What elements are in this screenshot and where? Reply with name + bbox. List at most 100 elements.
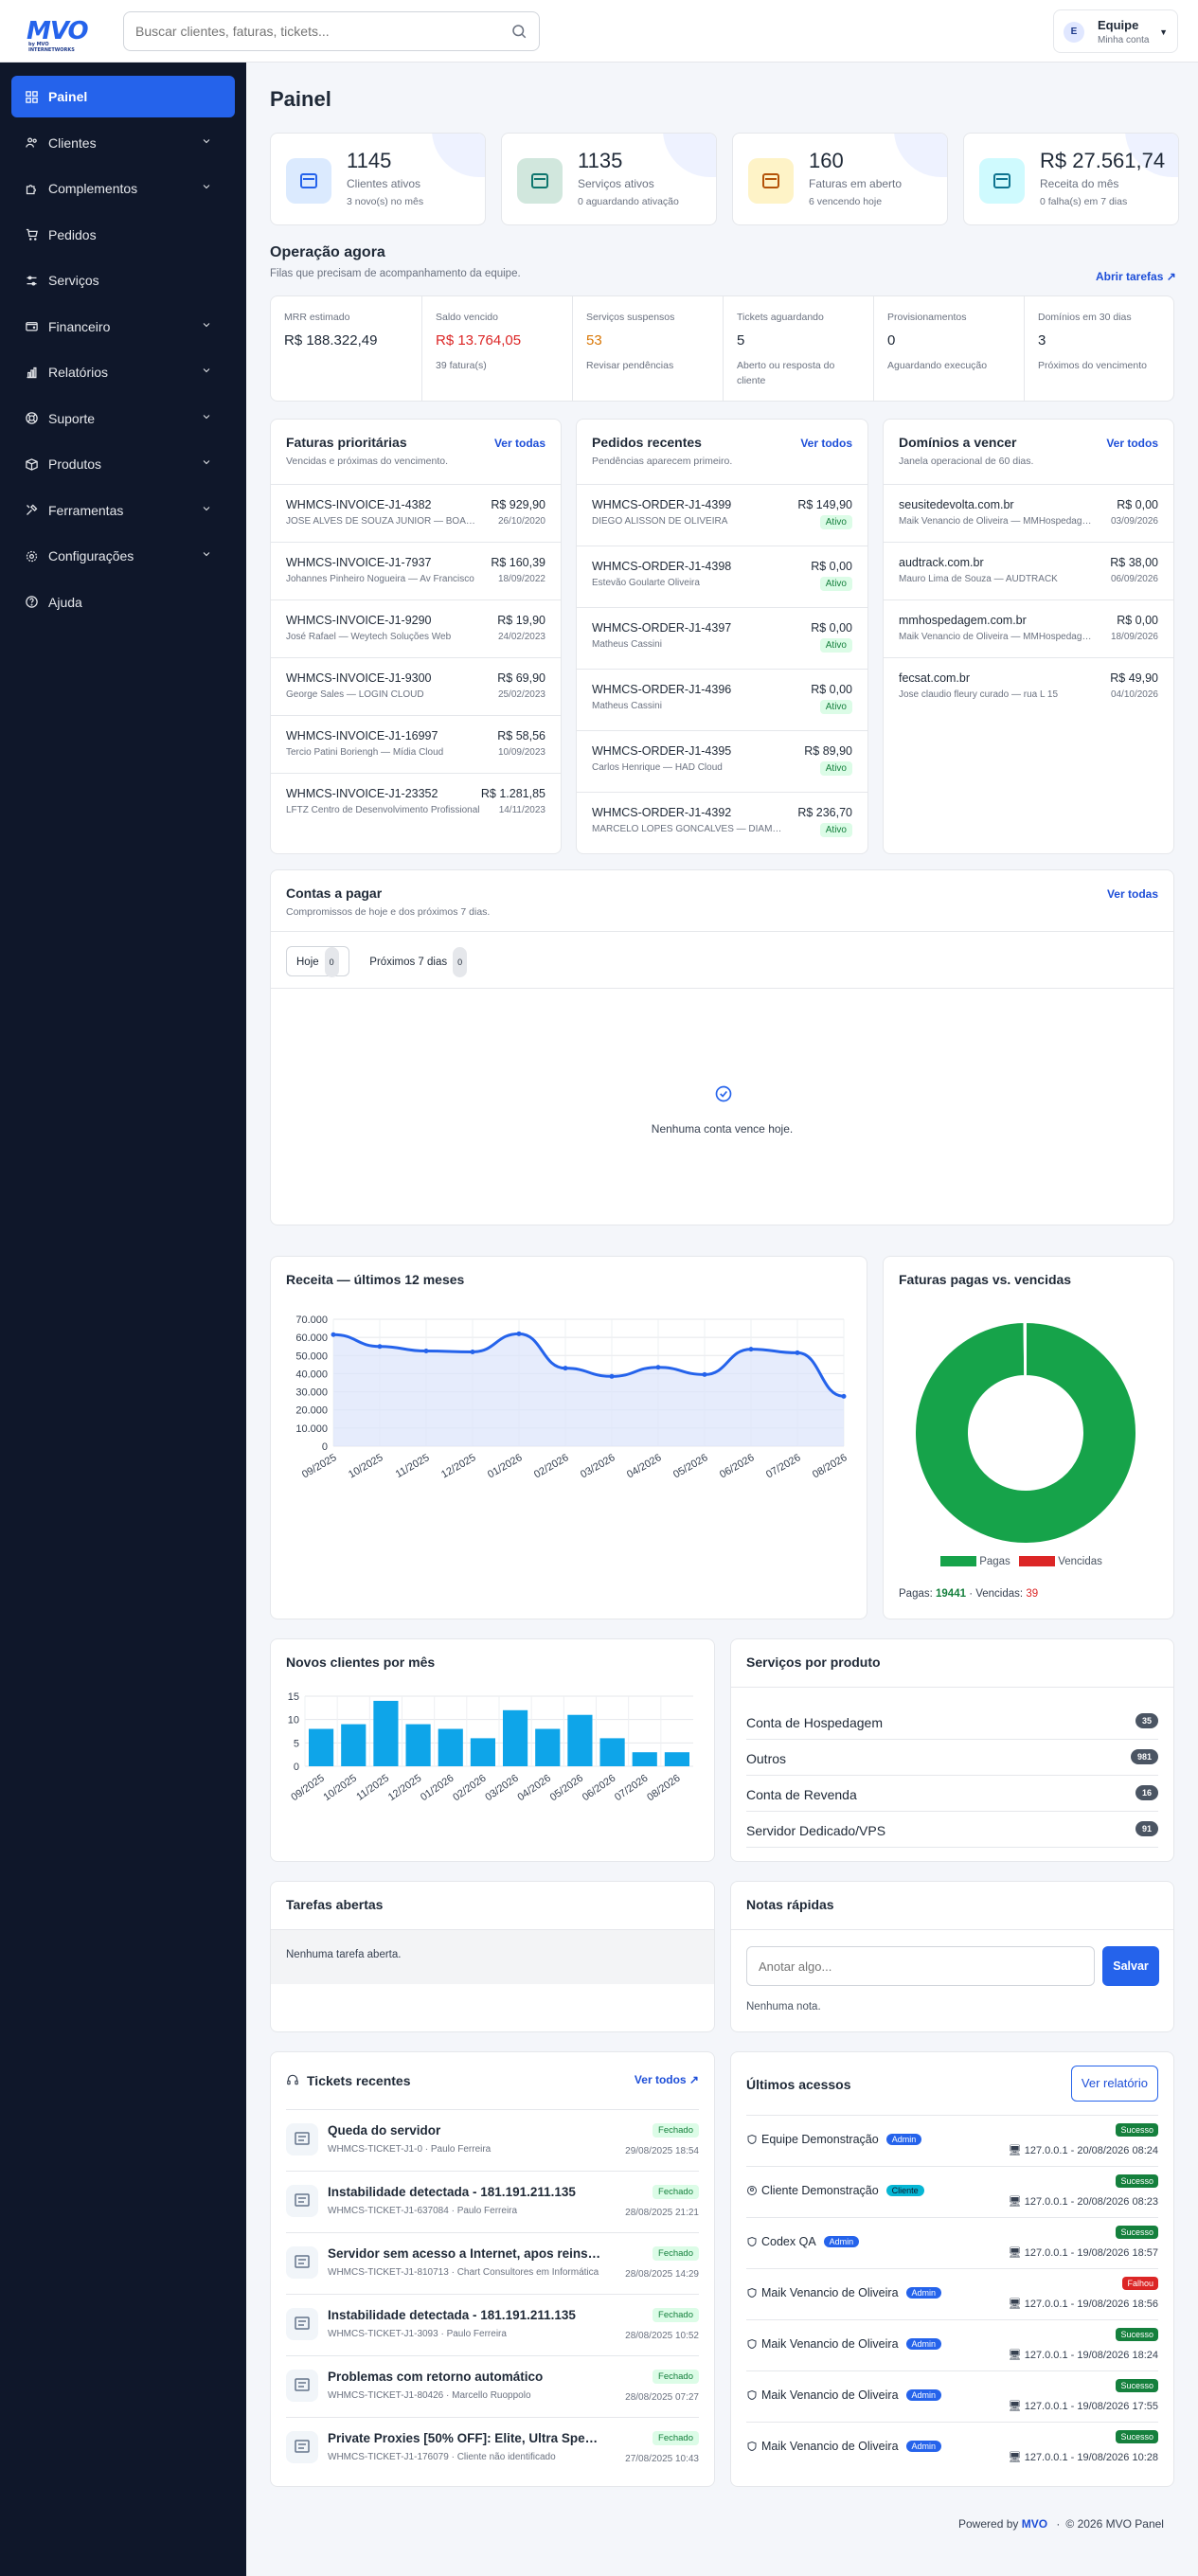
x-tick-label: 04/2026 [516, 1773, 553, 1804]
sidebar-item-financeiro[interactable]: Financeiro [11, 306, 235, 348]
operation-metric[interactable]: MRR estimado R$ 188.322,49 [271, 296, 422, 401]
invoices-view-all-link[interactable]: Ver todas [493, 437, 545, 450]
sidebar-item-pedidos[interactable]: Pedidos [11, 214, 235, 256]
y-tick-label: 70.000 [295, 1315, 328, 1326]
orders-view-all-link[interactable]: Ver todos [800, 437, 852, 450]
list-item[interactable]: WHMCS-INVOICE-J1-23352 LFTZ Centro de Des… [271, 773, 561, 831]
list-item[interactable]: WHMCS-ORDER-J1-4396 Matheus Cassini R$ 0,0… [577, 669, 867, 730]
sidebar-item-ajuda[interactable]: Ajuda [11, 581, 235, 623]
operation-metric[interactable]: Domínios em 30 dias 3 Próximos do vencimen… [1025, 296, 1174, 401]
search-input[interactable] [124, 12, 493, 50]
message-icon [286, 2246, 318, 2279]
search-box[interactable] [123, 11, 540, 51]
list-item[interactable]: mmhospedagem.com.br Maik Venancio de Oliv… [884, 599, 1173, 657]
logo[interactable]: MVO by MVO INTERNETWORKS [27, 17, 89, 53]
item-id: WHMCS-INVOICE-J1-4382 [286, 498, 432, 511]
payables-empty-text: Nenhuma conta vence hoje. [651, 1122, 794, 1136]
list-item[interactable]: WHMCS-ORDER-J1-4398 Estevão Goularte Oliv… [577, 546, 867, 607]
ticket-subject: Servidor sem acesso a Internet, apos rei… [328, 2246, 602, 2261]
tickets-view-all-link[interactable]: Ver todos ↗ [634, 2073, 699, 2086]
item-amount: R$ 0,00 [811, 560, 852, 573]
help-icon [26, 596, 38, 608]
list-item[interactable]: WHMCS-ORDER-J1-4392 MARCELO LOPES GONCALV… [577, 792, 867, 853]
operation-metric[interactable]: Saldo vencido R$ 13.764,05 39 fatura(s) [422, 296, 573, 401]
item-date: 06/09/2026 [1110, 574, 1158, 584]
sidebar-item-clientes[interactable]: Clientes [11, 122, 235, 164]
user-role: Minha conta [1098, 35, 1150, 45]
service-row[interactable]: Conta de Revenda 16 [746, 1776, 1158, 1812]
sidebar-item-suporte[interactable]: Suporte [11, 398, 235, 439]
stat-value: 1135 [578, 149, 623, 172]
search-icon[interactable] [510, 23, 527, 40]
list-item[interactable]: audtrack.com.br Mauro Lima de Souza — AUD… [884, 542, 1173, 599]
status-badge: Ativo [819, 823, 852, 837]
sliders-icon [27, 276, 37, 285]
x-tick-label: 06/2026 [718, 1452, 756, 1480]
operation-metric[interactable]: Serviços suspensos 53 Revisar pendências [573, 296, 724, 401]
sidebar-item-complementos[interactable]: Complementos [11, 168, 235, 209]
revenue-chart-title: Receita — últimos 12 meses [286, 1272, 465, 1287]
item-date: 18/09/2022 [497, 574, 545, 584]
sidebar-item-ferramentas[interactable]: Ferramentas [11, 490, 235, 531]
list-item[interactable]: WHMCS-INVOICE-J1-4382 JOSE ALVES DE SOUZA… [271, 484, 561, 542]
y-tick-label: 10 [288, 1715, 299, 1726]
service-row[interactable]: Servidor Dedicado/VPS 91 [746, 1812, 1158, 1848]
domains-subtitle: Janela operacional de 60 dias. [899, 456, 1034, 467]
list-item[interactable]: WHMCS-INVOICE-J1-7937 Johannes Pinheiro N… [271, 542, 561, 599]
tasks-empty-text: Nenhuma tarefa aberta. [286, 1949, 402, 1960]
metric-subtext: Aberto ou resposta do cliente [737, 360, 835, 386]
orders-card: Pedidos recentes Pendências aparecem pri… [576, 419, 868, 854]
ticket-date: 28/08/2025 10:52 [625, 2331, 699, 2341]
tab-today[interactable]: Hoje 0 [286, 946, 349, 977]
chevron-down-icon [203, 368, 210, 373]
orders-title: Pedidos recentes [592, 435, 702, 450]
list-item[interactable]: fecsat.com.br Jose claudio fleury curado … [884, 657, 1173, 715]
sidebar-item-servicos[interactable]: Serviços [11, 259, 235, 301]
list-item[interactable]: WHMCS-INVOICE-J1-9290 José Rafael — Weyte… [271, 599, 561, 657]
ticket-row[interactable]: Problemas com retorno automático WHMCS-TI… [286, 2355, 699, 2416]
x-tick-label: 06/2026 [581, 1773, 617, 1804]
item-client: Matheus Cassini [592, 639, 662, 650]
stat-card: 160 Faturas em aberto 6 vencendo hoje [732, 133, 948, 225]
ticket-row[interactable]: Private Proxies [50% OFF]: Elite, Ultra … [286, 2417, 699, 2478]
x-tick-label: 02/2026 [451, 1773, 488, 1804]
sidebar-item-relatorios[interactable]: Relatórios [11, 351, 235, 393]
list-item[interactable]: WHMCS-ORDER-J1-4399 DIEGO ALISSON DE OLIV… [577, 484, 867, 546]
cart-icon [26, 228, 38, 241]
list-item[interactable]: WHMCS-ORDER-J1-4395 Carlos Henrique — HAD… [577, 730, 867, 792]
list-item[interactable]: seusitedevolta.com.br Maik Venancio de Ol… [884, 484, 1173, 542]
payables-subtitle: Compromissos de hoje e dos próximos 7 di… [286, 906, 491, 918]
payables-view-all-link[interactable]: Ver todas [1106, 887, 1158, 901]
revenue-point [516, 1331, 522, 1336]
service-row[interactable]: Outros 981 [746, 1740, 1158, 1776]
domains-view-all-link[interactable]: Ver todos [1106, 437, 1158, 450]
save-note-button[interactable]: Salvar [1102, 1946, 1159, 1986]
x-tick-label: 07/2026 [764, 1452, 802, 1480]
list-item[interactable]: WHMCS-ORDER-J1-4397 Matheus Cassini R$ 0,0… [577, 607, 867, 669]
ticket-row[interactable]: Instabilidade detectada - 181.191.211.13… [286, 2294, 699, 2354]
sidebar-item-configuracoes[interactable]: Configurações [11, 535, 235, 577]
puzzle-icon [26, 184, 36, 194]
domains-title: Domínios a vencer [899, 435, 1017, 450]
sidebar-item-produtos[interactable]: Produtos [11, 443, 235, 485]
operation-metric[interactable]: Tickets aguardando 5 Aberto ou resposta do… [724, 296, 874, 401]
access-ip-time: 🖥 127.0.0.1 - 19/08/2026 10:28 [1008, 2452, 1158, 2463]
list-item[interactable]: WHMCS-INVOICE-J1-9300 George Sales — LOGI… [271, 657, 561, 715]
user-menu[interactable]: E Equipe Minha conta ▼ [1053, 9, 1178, 53]
service-row[interactable]: Conta de Hospedagem 35 [746, 1704, 1158, 1740]
list-item[interactable]: WHMCS-INVOICE-J1-16997 Tercio Patini Bori… [271, 715, 561, 773]
item-amount: R$ 19,90 [497, 614, 545, 627]
sidebar-item-painel[interactable]: Painel [11, 76, 235, 117]
view-report-button[interactable]: Ver relatório [1070, 2066, 1158, 2102]
ticket-subject: Problemas com retorno automático [328, 2370, 544, 2384]
open-tasks-link[interactable]: Abrir tarefas ↗ [1096, 270, 1176, 283]
note-input[interactable] [746, 1946, 1095, 1986]
operation-metric[interactable]: Provisionamentos 0 Aguardando execução [874, 296, 1025, 401]
ticket-row[interactable]: Queda do servidor WHMCS-TICKET-J1-0 · Pau… [286, 2109, 699, 2170]
ticket-row[interactable]: Instabilidade detectada - 181.191.211.13… [286, 2171, 699, 2231]
count-badge: 35 [1135, 1713, 1158, 1728]
ticket-row[interactable]: Servidor sem acesso a Internet, apos rei… [286, 2232, 699, 2293]
tab-next-7-days[interactable]: Próximos 7 dias 0 [360, 947, 476, 977]
x-tick-label: 11/2025 [394, 1452, 432, 1480]
footer-brand-link[interactable]: MVO [1021, 2517, 1048, 2531]
